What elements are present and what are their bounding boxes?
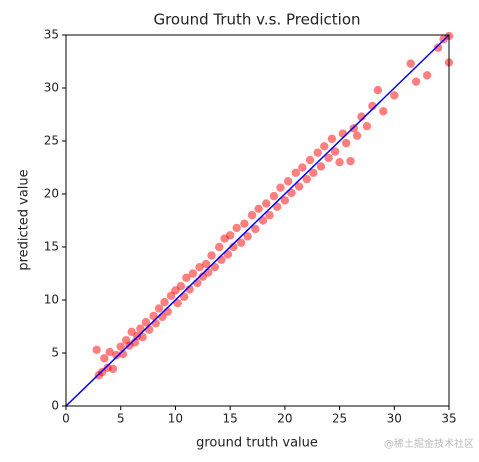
point <box>240 219 249 228</box>
point <box>335 158 344 167</box>
point <box>236 238 246 247</box>
point <box>112 350 121 360</box>
watermark: @稀土掘金技术社区 <box>384 437 474 450</box>
point <box>280 196 290 205</box>
y-tick-label: 10 <box>44 293 59 307</box>
point <box>251 224 260 234</box>
point <box>327 134 337 144</box>
x-tick-label: 30 <box>387 412 402 426</box>
point <box>163 307 172 316</box>
plot-frame <box>65 34 450 407</box>
point <box>151 319 160 328</box>
point <box>276 183 285 192</box>
point <box>225 231 235 240</box>
point <box>373 85 383 95</box>
x-tick-label: 5 <box>117 412 125 426</box>
point <box>232 223 241 233</box>
point <box>243 232 252 241</box>
x-tick-label: 10 <box>168 412 183 426</box>
point <box>108 364 118 374</box>
point <box>193 278 202 288</box>
point <box>379 107 388 116</box>
point <box>182 273 191 282</box>
point <box>352 131 362 140</box>
point <box>215 242 224 252</box>
point <box>283 177 293 186</box>
point <box>176 282 186 291</box>
y-tick-label: 35 <box>44 28 59 42</box>
point <box>287 188 296 198</box>
point <box>210 262 220 272</box>
point <box>141 318 151 327</box>
reference-line <box>65 34 450 407</box>
point <box>201 259 211 269</box>
x-tick-label: 20 <box>277 412 292 426</box>
x-tick-label: 15 <box>223 412 238 426</box>
point <box>406 59 415 68</box>
point <box>341 138 351 148</box>
y-tick-label: 25 <box>44 134 59 148</box>
point <box>291 168 300 177</box>
point <box>144 325 154 334</box>
point <box>217 255 226 264</box>
x-tick-label: 35 <box>441 412 456 426</box>
point <box>390 91 399 100</box>
y-tick-label: 20 <box>44 187 59 201</box>
point <box>262 199 271 208</box>
point <box>298 163 307 172</box>
point <box>330 147 340 156</box>
point <box>324 153 333 163</box>
point <box>302 174 311 184</box>
point <box>195 262 204 272</box>
point <box>313 148 322 157</box>
point <box>254 204 263 214</box>
point <box>207 251 216 260</box>
point <box>173 298 182 308</box>
point <box>179 292 189 302</box>
point <box>433 43 443 52</box>
point <box>269 191 279 201</box>
point <box>316 162 326 171</box>
x-axis-label: ground truth value <box>196 436 318 451</box>
point <box>294 182 304 191</box>
x-tick-label: 25 <box>332 412 347 426</box>
point <box>149 311 158 321</box>
chart-title: Ground Truth v.s. Prediction <box>153 11 360 29</box>
point <box>338 129 348 138</box>
point <box>136 324 145 333</box>
y-axis-label: predicted value <box>17 169 32 270</box>
point <box>223 250 233 259</box>
point <box>258 216 268 225</box>
point <box>265 211 274 220</box>
point <box>160 297 169 307</box>
point <box>105 347 114 357</box>
point <box>411 77 421 86</box>
y-tick-label: 0 <box>51 399 59 413</box>
point <box>346 156 355 166</box>
y-tick-label: 5 <box>51 346 59 360</box>
point <box>309 168 318 177</box>
point <box>116 342 125 351</box>
point <box>100 354 109 363</box>
point <box>305 155 315 165</box>
point <box>92 345 101 355</box>
point <box>362 121 372 131</box>
point <box>154 304 164 313</box>
point <box>247 211 257 220</box>
point <box>204 268 213 277</box>
y-tick-label: 15 <box>44 240 59 254</box>
point <box>138 332 147 342</box>
x-tick-label: 0 <box>62 412 70 426</box>
y-tick-label: 30 <box>44 81 59 95</box>
point <box>422 71 432 80</box>
point <box>320 142 329 151</box>
point <box>188 269 198 278</box>
point <box>272 202 282 211</box>
